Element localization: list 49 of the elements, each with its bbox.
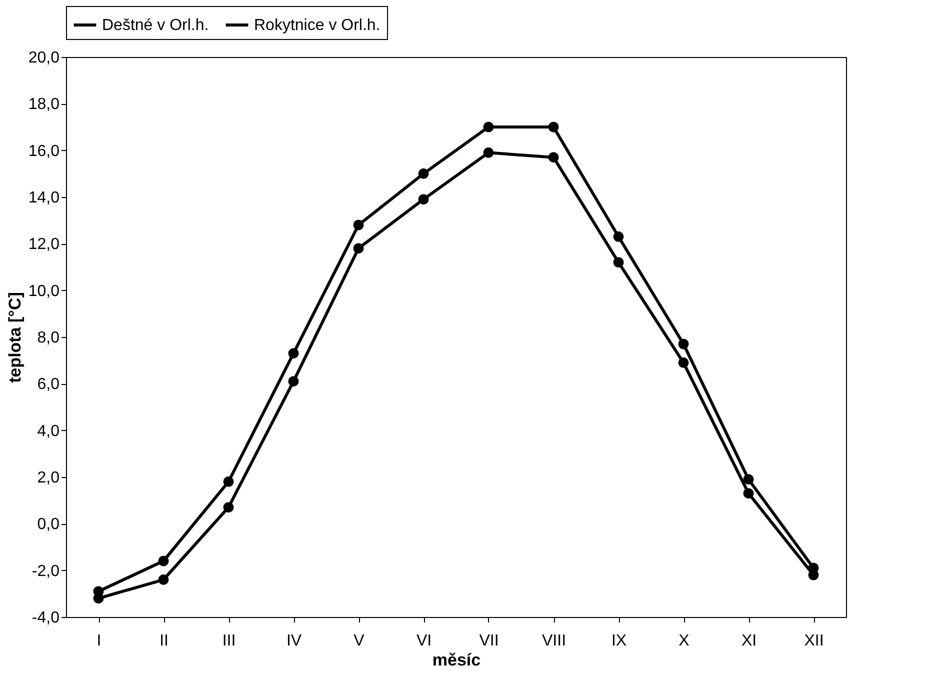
point: [678, 338, 689, 350]
y-tick-label: 2,0: [37, 470, 60, 486]
x-tick-label: III: [222, 632, 236, 650]
point: [418, 168, 429, 179]
point: [288, 348, 299, 359]
x-tick-label: XII: [804, 632, 824, 650]
x-tick-label: VIII: [542, 632, 566, 650]
y-tick-label: 12,0: [28, 236, 60, 254]
x-tick-label: VI: [416, 632, 432, 650]
point: [353, 220, 364, 230]
point: [483, 122, 494, 132]
x-tick-label: IX: [611, 632, 627, 650]
x-axis-title: měsíc: [432, 650, 481, 670]
point: [418, 194, 429, 205]
point: [223, 476, 234, 487]
point: [743, 488, 754, 499]
x-tick-label: IV: [286, 632, 302, 650]
x-tick-label: X: [678, 632, 690, 650]
y-tick-label: 20,0: [28, 50, 60, 66]
y-axis-title: teplota [°C]: [5, 292, 24, 383]
x-tick-label: V: [354, 632, 365, 650]
y-tick-label: -2,0: [32, 562, 60, 580]
point: [548, 122, 559, 132]
point: [548, 152, 559, 163]
x-tick-label: XI: [741, 632, 757, 650]
y-tick-label: 8,0: [37, 330, 60, 346]
point: [158, 574, 169, 585]
y-tick-label: 16,0: [28, 142, 60, 160]
point: [483, 147, 494, 158]
legend-label: Deštné v Orl.h.: [102, 17, 209, 34]
y-tick-label: 4,0: [37, 422, 60, 440]
point: [743, 474, 754, 485]
x-tick-label: I: [96, 632, 102, 650]
x-tick-label: VII: [479, 632, 499, 650]
legend-label: Rokytnice v Orl.h.: [254, 17, 380, 34]
y-tick-label: 6,0: [37, 376, 60, 394]
point: [613, 231, 624, 242]
point: [158, 556, 169, 566]
y-tick-label: 14,0: [28, 190, 60, 206]
x-tick-label: II: [160, 632, 168, 650]
point: [613, 257, 624, 268]
point: [288, 376, 299, 387]
point: [223, 502, 234, 513]
y-tick-label: 0,0: [37, 516, 60, 534]
point: [353, 243, 364, 254]
y-tick-label: -4,0: [32, 610, 60, 626]
point: [678, 357, 689, 368]
y-tick-label: 18,0: [28, 96, 60, 114]
y-tick-label: 10,0: [28, 282, 60, 300]
